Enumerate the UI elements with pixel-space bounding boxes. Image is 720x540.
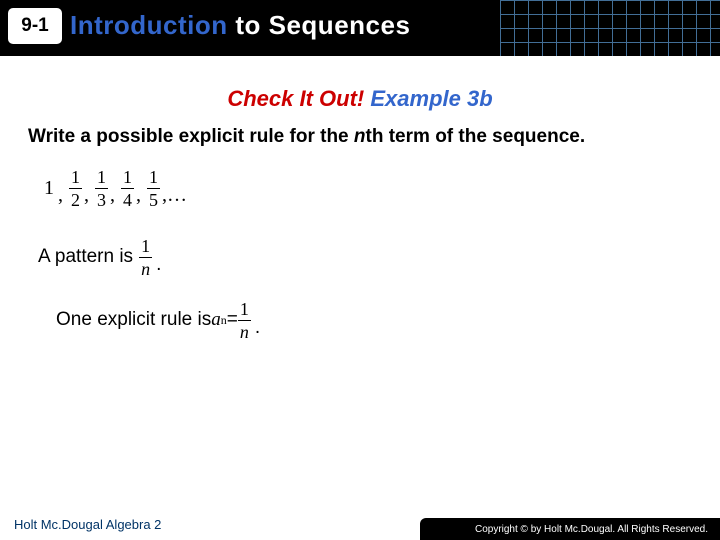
sequence-display: 1 , 1 2 , 1 3 , 1 4 , 1 5 ,… bbox=[44, 168, 692, 209]
rule-a: a bbox=[211, 309, 221, 331]
rule-eq: = bbox=[227, 309, 238, 331]
seq-tail: ,… bbox=[162, 184, 187, 209]
lesson-title: Introduction to Sequences bbox=[70, 10, 410, 41]
seq-term-1: 1 bbox=[44, 177, 54, 200]
prompt-text: Write a possible explicit rule for the n… bbox=[28, 124, 692, 150]
seq-frac-2: 1 3 bbox=[95, 168, 108, 209]
rule-frac: 1 n bbox=[238, 300, 251, 341]
seq-comma: , bbox=[110, 184, 115, 209]
title-word-intro: Introduction bbox=[70, 10, 228, 40]
frac-num: 1 bbox=[139, 237, 152, 257]
subtitle-check: Check It Out! bbox=[227, 86, 370, 111]
title-rest: to Sequences bbox=[228, 10, 411, 40]
frac-den: 5 bbox=[147, 188, 160, 209]
footer-copyright: Copyright © by Holt Mc.Dougal. All Right… bbox=[420, 518, 720, 540]
frac-den: 3 bbox=[95, 188, 108, 209]
frac-num: 1 bbox=[238, 300, 251, 320]
prompt-nvar: n bbox=[354, 126, 366, 147]
frac-den: n bbox=[139, 257, 152, 278]
period: . bbox=[255, 317, 260, 341]
seq-frac-3: 1 4 bbox=[121, 168, 134, 209]
frac-num: 1 bbox=[69, 168, 82, 188]
pattern-label: A pattern is bbox=[38, 246, 133, 268]
prompt-part1: Write a possible explicit rule for the bbox=[28, 126, 354, 147]
frac-den: n bbox=[238, 320, 251, 341]
pattern-frac: 1 n bbox=[139, 237, 152, 278]
frac-num: 1 bbox=[121, 168, 134, 188]
subtitle: Check It Out! Example 3b bbox=[0, 86, 720, 112]
seq-frac-1: 1 2 bbox=[69, 168, 82, 209]
rule-label: One explicit rule is bbox=[56, 309, 211, 331]
frac-num: 1 bbox=[147, 168, 160, 188]
frac-den: 2 bbox=[69, 188, 82, 209]
pattern-statement: A pattern is 1 n . bbox=[38, 237, 692, 278]
frac-num: 1 bbox=[95, 168, 108, 188]
frac-den: 4 bbox=[121, 188, 134, 209]
content-area: Write a possible explicit rule for the n… bbox=[0, 112, 720, 341]
seq-comma: , bbox=[58, 184, 63, 209]
rule-statement: One explicit rule is an = 1 n . bbox=[56, 300, 692, 341]
subtitle-example: Example 3b bbox=[370, 86, 492, 111]
header-grid-decoration bbox=[500, 0, 720, 56]
prompt-part2: th term of the sequence. bbox=[366, 126, 586, 147]
lesson-number-badge: 9-1 bbox=[8, 8, 62, 44]
seq-comma: , bbox=[84, 184, 89, 209]
period: . bbox=[156, 254, 161, 278]
footer-textbook: Holt Mc.Dougal Algebra 2 bbox=[14, 517, 161, 532]
seq-comma: , bbox=[136, 184, 141, 209]
seq-frac-4: 1 5 bbox=[147, 168, 160, 209]
copyright-text: Copyright © by Holt Mc.Dougal. All Right… bbox=[475, 524, 708, 535]
slide-header: 9-1 Introduction to Sequences bbox=[0, 0, 720, 56]
